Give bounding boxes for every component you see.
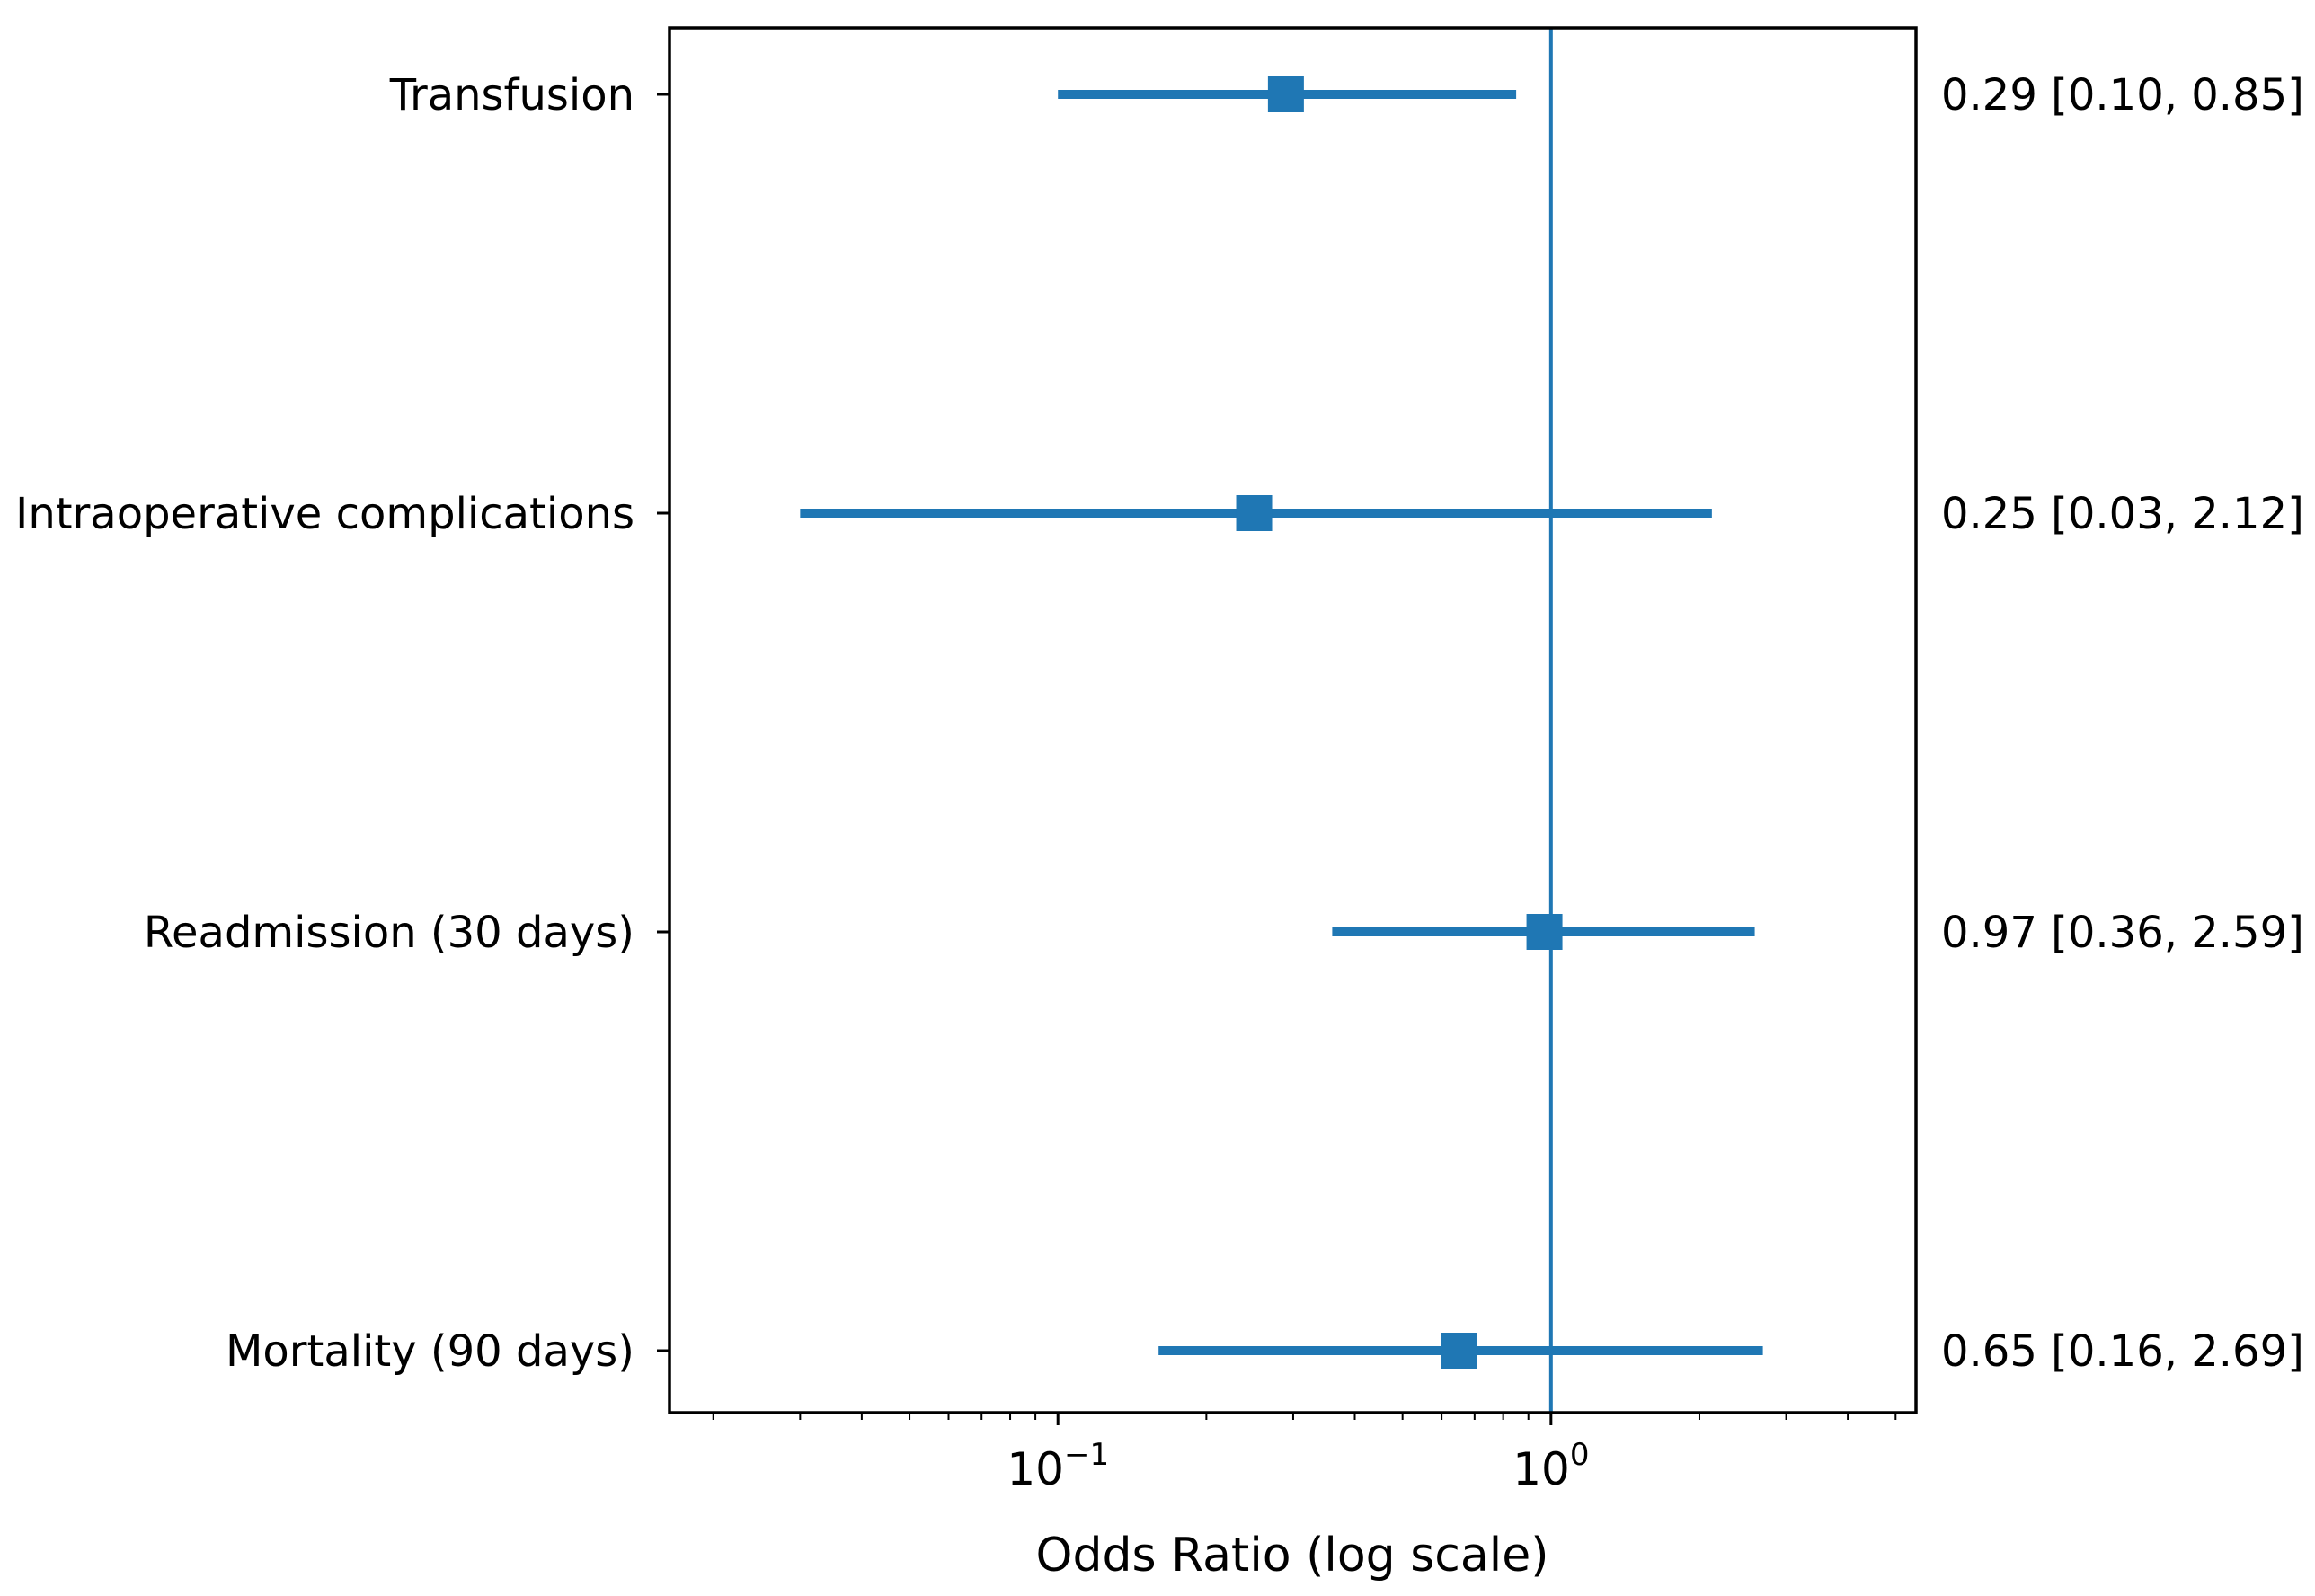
x-tick-label: 10−1 [1007,1437,1109,1495]
point-estimate-marker [1236,495,1273,531]
row-annotation: 0.65 [0.16, 2.69] [1941,1326,2304,1377]
point-estimate-marker [1267,76,1304,112]
x-tick-label-exponent: −1 [1064,1437,1109,1473]
row-annotation: 0.29 [0.10, 0.85] [1941,70,2304,120]
row-annotation: 0.97 [0.36, 2.59] [1941,908,2304,958]
x-axis-label: Odds Ratio (log scale) [1036,1529,1549,1583]
row-label: Readmission (30 days) [144,908,634,958]
row-label: Intraoperative complications [15,489,634,539]
x-tick-label-base: 10 [1007,1443,1064,1495]
point-estimate-marker [1526,914,1563,950]
row-label: Mortality (90 days) [226,1326,634,1377]
x-tick-label-base: 10 [1512,1443,1570,1495]
x-tick-label-exponent: 0 [1570,1437,1590,1473]
row-annotation: 0.25 [0.03, 2.12] [1941,489,2304,539]
row-label: Transfusion [389,70,634,120]
point-estimate-marker [1441,1333,1477,1369]
axes-frame [668,26,1918,1414]
x-tick-label: 100 [1512,1437,1589,1495]
